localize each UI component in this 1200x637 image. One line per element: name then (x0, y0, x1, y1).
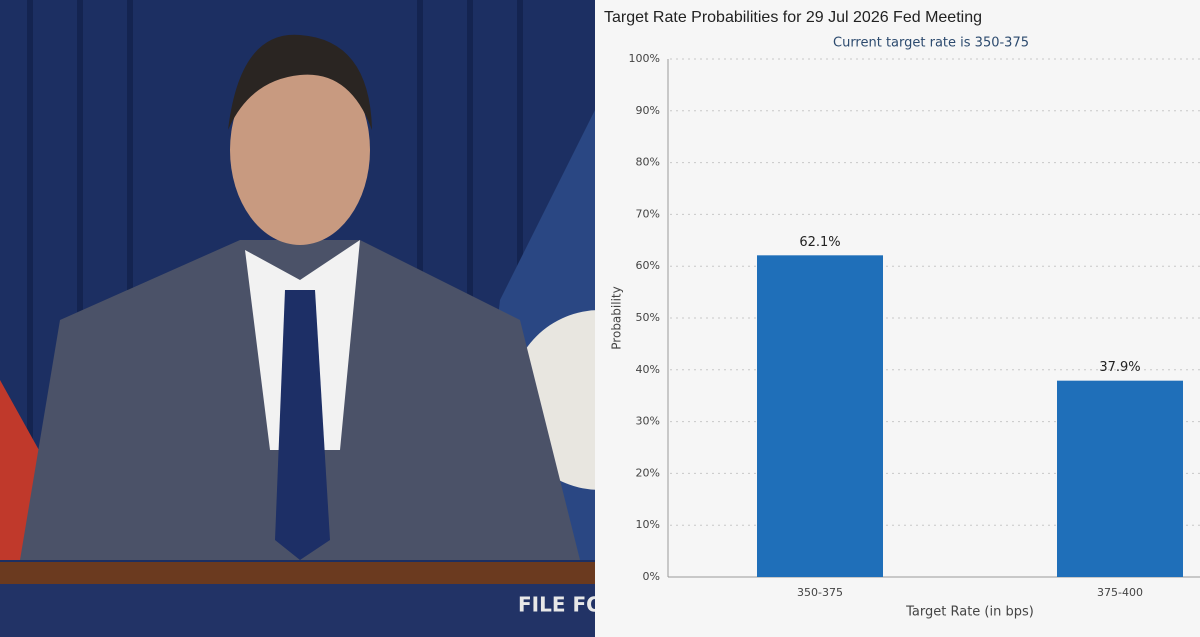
y-tick-label: 20% (636, 466, 660, 479)
x-tick-label: 350-375 (797, 586, 843, 599)
sign-text: FILE FO (518, 593, 603, 617)
y-tick-label: 50% (636, 311, 660, 324)
bar (1057, 380, 1183, 577)
y-tick-label: 10% (636, 518, 660, 531)
chart-subtitle: Current target rate is 350-375 (833, 36, 1029, 51)
face (230, 55, 370, 245)
x-axis-title: Target Rate (in bps) (905, 605, 1034, 620)
y-tick-label: 80% (636, 156, 660, 169)
bar (757, 255, 883, 577)
photo: FILE FO (0, 0, 690, 637)
x-tick-label: 375-400 (1097, 586, 1143, 599)
hair (228, 34, 372, 130)
y-tick-label: 30% (636, 415, 660, 428)
tie (275, 290, 330, 560)
podium-top (0, 562, 595, 584)
y-tick-label: 70% (636, 207, 660, 220)
chart-title: Target Rate Probabilities for 29 Jul 202… (604, 9, 982, 26)
y-tick-label: 60% (636, 259, 660, 272)
y-axis-title: Probability (610, 286, 624, 349)
value-label: 37.9% (1099, 360, 1140, 375)
y-tick-label: 40% (636, 363, 660, 376)
value-label: 62.1% (799, 235, 840, 250)
y-tick-label: 100% (629, 52, 660, 65)
y-tick-label: 90% (636, 104, 660, 117)
y-tick-label: 0% (643, 570, 660, 583)
